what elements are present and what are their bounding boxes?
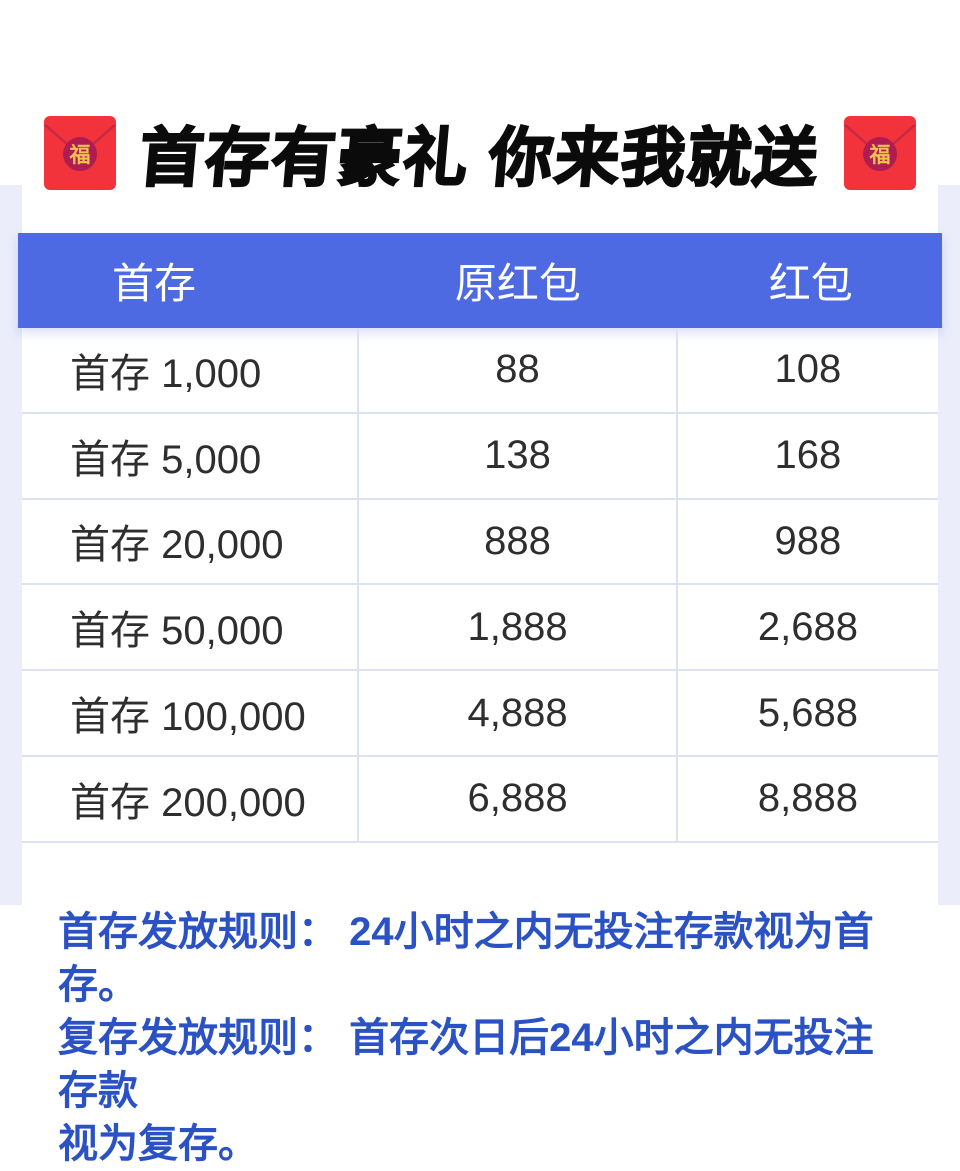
red-envelope-icon-right: 福 [843, 116, 916, 190]
original-cell: 88 [357, 328, 678, 414]
red-envelope-icon-left: 福 [44, 116, 117, 190]
bonus-cell: 108 [677, 328, 938, 414]
left-lavender-strip [0, 185, 22, 905]
deposit-cell: 首存 100,000 [22, 671, 358, 757]
original-cell: 4,888 [357, 671, 678, 757]
original-cell: 888 [357, 499, 678, 586]
rule-line-1: 首存发放规则： 24小时之内无投注存款视为首存。 [58, 910, 874, 1007]
deposit-cell: 首存 20,000 [22, 500, 358, 586]
deposit-cell: 首存 50,000 [22, 585, 358, 672]
deposit-cell: 首存 200,000 [22, 757, 358, 843]
deposit-cell: 首存 1,000 [22, 328, 358, 414]
bonus-cell: 8,888 [677, 757, 938, 843]
fu-character: 福 [69, 144, 91, 167]
page-title: 首存有豪礼 你来我就送 [135, 121, 823, 195]
original-cell: 138 [357, 413, 678, 500]
header-original: 原红包 [454, 260, 581, 307]
deposit-cell: 首存 5,000 [22, 414, 358, 500]
promo-card: 福 首存有豪礼 你来我就送 福 首存 原红包 红包 首存 1,000 88 10… [18, 61, 942, 1166]
original-cell: 6,888 [357, 756, 678, 843]
promo-banner: { "title": { "text": "首存有豪礼 你来我就送", "fu_… [0, 61, 960, 1166]
deposit-table: 首存 1,000 88 108 首存 5,000 138 168 首存 20,0… [22, 328, 938, 843]
bonus-cell: 988 [677, 500, 938, 586]
rule-line-2: 复存发放规则： 首存次日后24小时之内无投注存款 [58, 1016, 874, 1113]
bonus-cell: 168 [677, 414, 938, 500]
bonus-cell: 2,688 [677, 585, 938, 672]
fu-character: 福 [868, 144, 890, 167]
rules-text: 首存发放规则： 24小时之内无投注存款视为首存。 复存发放规则： 首存次日后24… [58, 906, 908, 1171]
right-lavender-strip [938, 185, 960, 905]
rule-line-3: 视为复存。 [58, 1122, 258, 1166]
header-deposit: 首存 [112, 260, 197, 307]
table-header-row: 首存 原红包 红包 [18, 233, 942, 328]
bonus-cell: 5,688 [677, 671, 938, 757]
header-bonus: 红包 [768, 260, 853, 307]
original-cell: 1,888 [357, 585, 678, 672]
title-row: 福 首存有豪礼 你来我就送 福 [22, 107, 938, 199]
